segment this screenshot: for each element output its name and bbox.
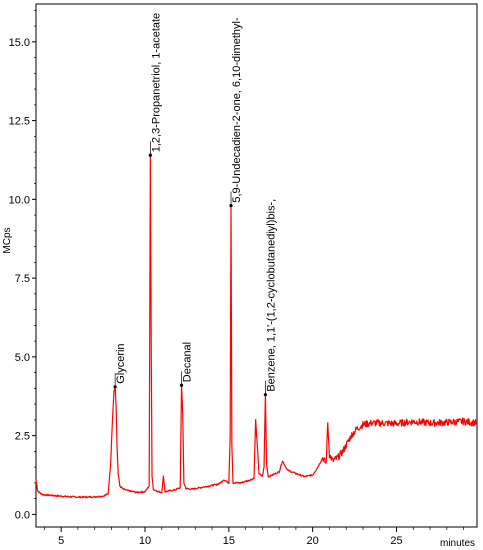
x-tick-label: 20 <box>307 535 319 547</box>
x-tick-label: 10 <box>139 535 151 547</box>
peak-label: 1,2,3-Propanetriol, 1-acetate <box>150 13 162 152</box>
x-tick-label: 5 <box>58 535 64 547</box>
y-axis: 0.0 2.5 5.0 7.5 10.0 12.5 15.0 <box>9 9 36 521</box>
peak-label: Decanal <box>182 342 194 382</box>
y-tick-label: 7.5 <box>15 273 30 285</box>
y-tick-label: 5.0 <box>15 352 30 364</box>
x-axis: 5 10 15 20 25 <box>44 527 464 547</box>
x-axis-title: minutes <box>440 538 475 549</box>
x-tick-label: 25 <box>390 535 402 547</box>
annotation-layer: Glycerin 1,2,3-Propanetriol, 1-acetate Dec… <box>113 13 277 397</box>
y-tick-label: 15.0 <box>9 37 30 49</box>
y-tick-label: 0.0 <box>15 509 30 521</box>
y-axis-title: MCps <box>2 227 13 253</box>
y-tick-label: 10.0 <box>9 194 30 206</box>
plot-frame <box>35 3 478 528</box>
y-tick-label: 2.5 <box>15 431 30 443</box>
y-tick-label: 12.5 <box>9 116 30 128</box>
plot-border <box>35 3 478 528</box>
series-layer <box>35 154 478 499</box>
x-tick-label: 15 <box>223 535 235 547</box>
peak-label: Glycerin <box>115 343 127 383</box>
series-line <box>35 154 478 499</box>
peak-label: 5,9-Undecadien-2-one, 6,10-dimethyl- <box>231 17 243 203</box>
peak-label: Benzene, 1,1'-(1,2-cyclobutanediyl)bis-, <box>265 199 277 392</box>
